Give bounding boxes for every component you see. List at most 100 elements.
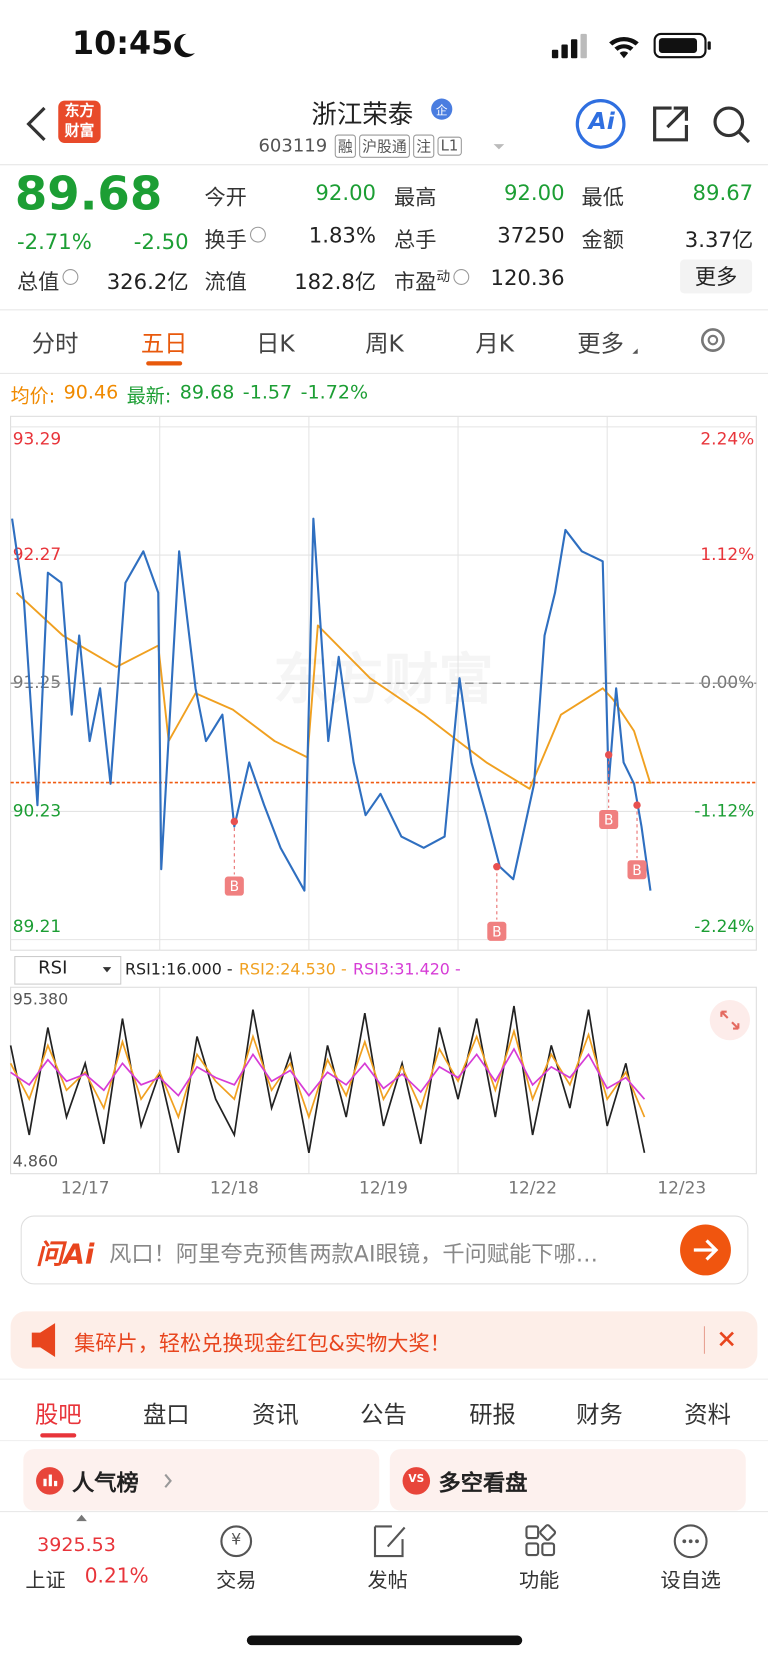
index-change[interactable]: 0.21% — [84, 1564, 149, 1588]
field-label: 总手 — [394, 222, 436, 253]
field-label-text: 流值 — [204, 269, 247, 295]
card-bg[interactable] — [389, 1449, 746, 1511]
chart-tab[interactable]: 周K — [365, 331, 404, 359]
section-tab[interactable]: 财务 — [576, 1402, 623, 1429]
card-title[interactable]: 人气榜 — [72, 1470, 139, 1496]
rsi-selector[interactable] — [14, 956, 122, 985]
search-icon[interactable] — [713, 106, 745, 138]
y-tick-label: 91.25 — [13, 672, 62, 692]
card-icon: VS — [408, 1473, 425, 1486]
field-value: 326.2亿 — [106, 269, 189, 295]
legend-item: -1.72% — [300, 381, 369, 404]
chart-legend: 均价: 90.46 最新: 89.68 -1.57 -1.72% — [11, 381, 368, 409]
marker-point — [633, 801, 641, 809]
nav-label[interactable]: 交易 — [216, 1568, 257, 1593]
field-label: 市盈动 — [394, 265, 470, 296]
stock-name: 浙江荣泰 — [311, 99, 414, 130]
nav-label[interactable]: 发帖 — [367, 1568, 408, 1593]
marker-badge — [627, 860, 647, 880]
y-tick-label: 90.23 — [13, 800, 62, 820]
marker-label: B — [604, 813, 613, 829]
section-tab[interactable]: 公告 — [360, 1402, 407, 1429]
field-label-text: 今开 — [204, 184, 247, 210]
field-value: 1.83% — [308, 222, 377, 248]
rsi-tick-label: 4.860 — [13, 1152, 58, 1171]
chart-tab[interactable]: 五日 — [140, 331, 188, 359]
y2-tick-label: 2.24% — [700, 429, 754, 449]
field-label-text: 金额 — [581, 226, 624, 253]
field-value: 92.00 — [315, 180, 377, 206]
ai-bar[interactable] — [20, 1215, 749, 1285]
rsi-line — [9, 1005, 646, 1154]
tag: 沪股通 — [359, 134, 410, 158]
section-tab[interactable]: 盘口 — [142, 1402, 190, 1429]
rsi-tick-label: 95.380 — [13, 989, 69, 1008]
field-label: 金额 — [582, 222, 624, 253]
rsi-legend-item: RSI1:16.000 - — [124, 959, 233, 979]
field-value: 89.67 — [692, 180, 754, 206]
tab-underline — [146, 361, 183, 366]
field-label: 最高 — [394, 180, 436, 211]
dropdown — [493, 144, 505, 150]
field-label-sup: 动 — [436, 269, 451, 286]
y2-tick-label: 0.00% — [700, 672, 754, 692]
nav-label[interactable]: 功能 — [519, 1568, 560, 1593]
field-label: 总值 — [17, 265, 79, 296]
section-tab[interactable]: 股吧 — [34, 1402, 82, 1429]
banner-close[interactable] — [719, 1331, 734, 1347]
field-value: 182.8亿 — [294, 269, 377, 295]
rsi-frame — [10, 986, 757, 1175]
rsi-line — [10, 1047, 646, 1100]
chart-tab[interactable]: 日K — [256, 331, 295, 359]
badge-bg — [431, 98, 453, 120]
chart-tab[interactable]: 更多 — [577, 331, 624, 359]
x-tick-label: 12/18 — [210, 1178, 259, 1198]
share-icon[interactable] — [653, 106, 689, 142]
back-icon[interactable] — [26, 106, 46, 141]
ai-prompt[interactable]: 风口！阿里夸克预售两款AI眼镜，千问赋能下哪… — [109, 1241, 599, 1267]
info-icon — [453, 269, 470, 285]
y-tick-label: 89.21 — [13, 916, 62, 936]
marker-badge — [224, 876, 244, 896]
megaphone — [31, 1323, 56, 1357]
banner-bg[interactable] — [10, 1311, 758, 1369]
tag: 注 — [413, 134, 435, 158]
status-icons — [174, 32, 711, 59]
y-tick-label: 92.27 — [13, 544, 62, 564]
settings-icon[interactable] — [700, 328, 725, 352]
field-label: 最低 — [582, 180, 624, 211]
trade-glyph: ¥ — [231, 1529, 242, 1549]
time: 10:45 — [72, 25, 174, 63]
ai-label[interactable]: Ai — [588, 109, 615, 136]
nav-label[interactable]: 设自选 — [660, 1568, 721, 1593]
rsi-selector-label[interactable]: RSI — [38, 957, 68, 979]
info-icon — [62, 269, 79, 285]
chart-tab[interactable]: 月K — [475, 331, 514, 359]
chart-tab[interactable]: 分时 — [31, 331, 79, 359]
info-icon — [249, 226, 266, 243]
y-tick-label: 93.29 — [13, 429, 62, 449]
divider — [0, 372, 768, 374]
field-value: 3.37亿 — [684, 226, 754, 253]
x-tick-label: 12/19 — [359, 1178, 408, 1198]
card-bg[interactable] — [23, 1449, 380, 1511]
field-label-text: 总手 — [394, 226, 437, 253]
section-tab[interactable]: 资讯 — [252, 1402, 299, 1429]
change-pct: -2.71% — [16, 228, 92, 255]
section-tab[interactable]: 资料 — [684, 1402, 731, 1429]
more-button[interactable]: 更多 — [680, 259, 753, 294]
index-value[interactable]: 3925.53 — [37, 1533, 116, 1557]
card-title[interactable]: 多空看盘 — [438, 1470, 528, 1496]
expand-button[interactable] — [709, 999, 750, 1041]
field-value: 92.00 — [503, 180, 565, 206]
y2-tick-label: -2.24% — [694, 916, 754, 936]
banner-text[interactable]: 集碎片，轻松兑换现金红包&实物大奖！ — [74, 1330, 451, 1356]
ai-button[interactable] — [575, 99, 626, 149]
ai-logo: 问Ai — [36, 1239, 95, 1272]
legend-item: 最新: — [126, 385, 172, 408]
index-name[interactable]: 上证 — [25, 1568, 66, 1593]
y2-tick-label: 1.12% — [700, 544, 754, 564]
tag: L1 — [437, 136, 462, 156]
section-tab[interactable]: 研报 — [469, 1402, 516, 1429]
